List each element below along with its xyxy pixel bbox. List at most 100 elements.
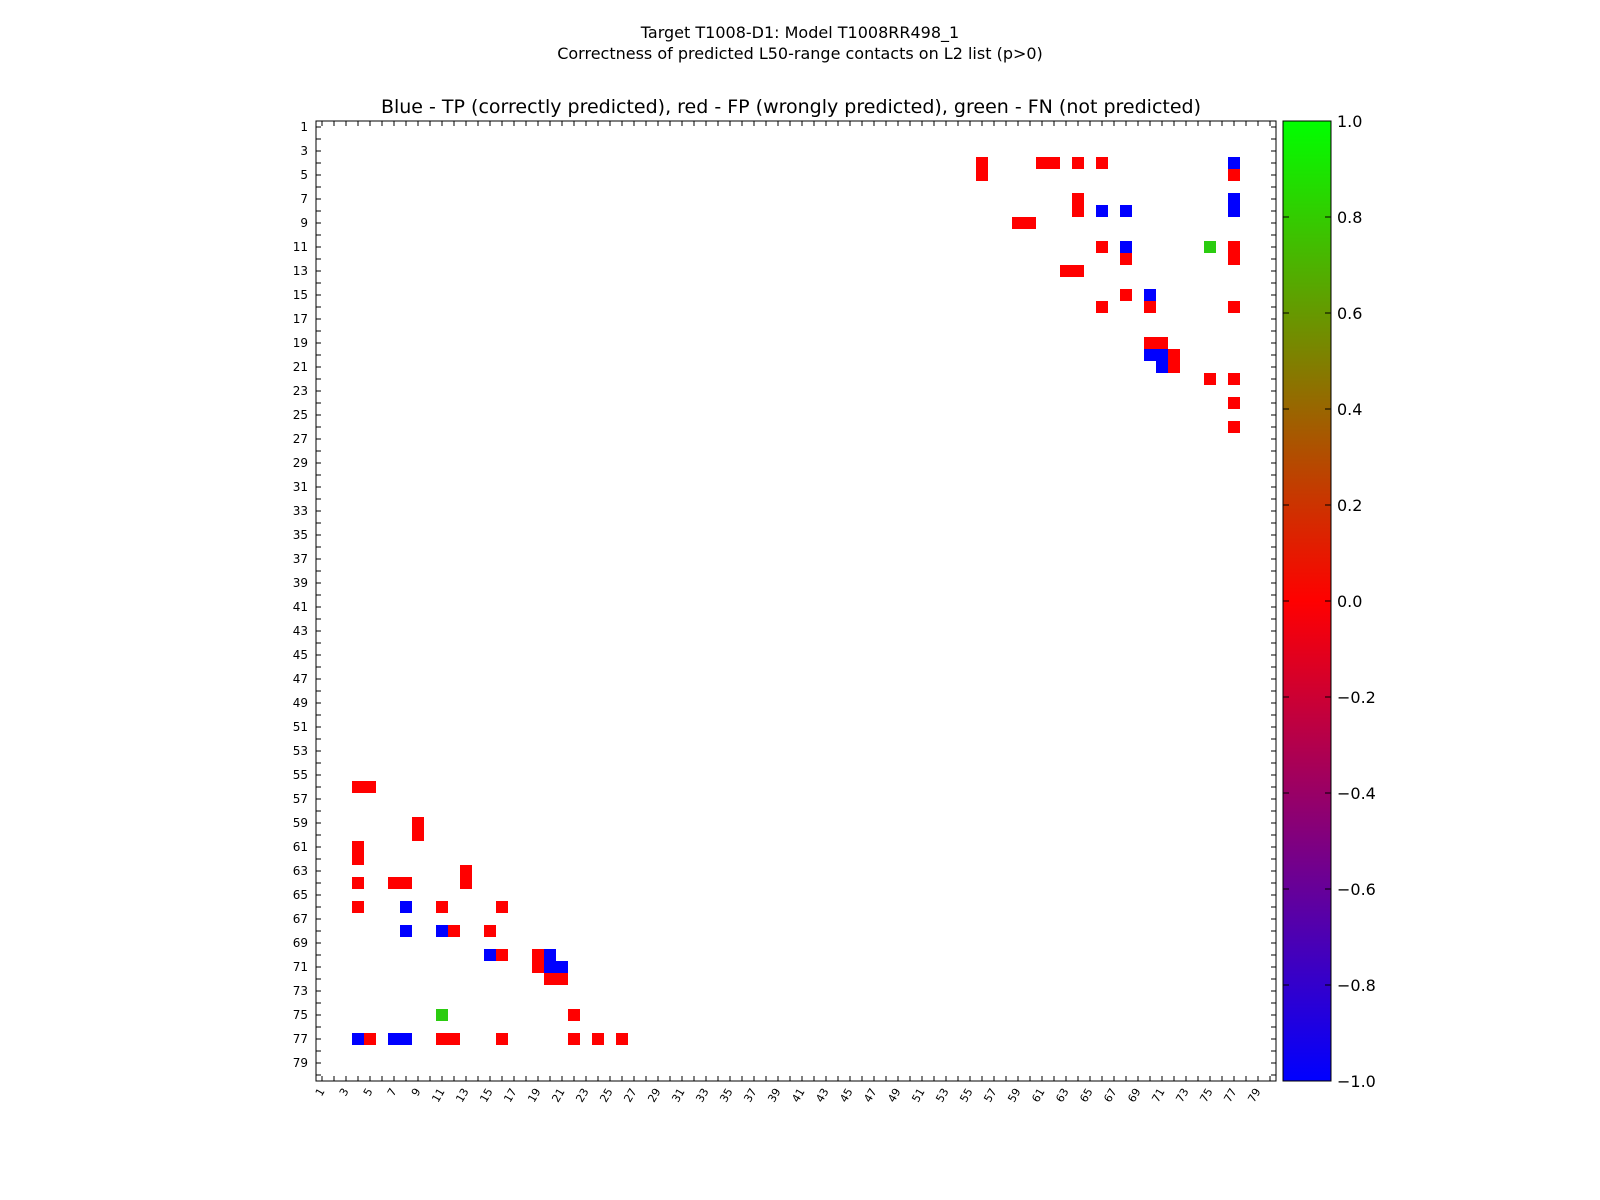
contact-cell-fp — [1168, 349, 1180, 361]
contact-cell-fp — [532, 961, 544, 973]
contact-cell-fp — [352, 877, 364, 889]
x-tick-label: 15 — [477, 1086, 495, 1105]
contact-cell-fp — [412, 829, 424, 841]
colorbar-tick-label: −1.0 — [1337, 1072, 1376, 1091]
contact-cell-fp — [1096, 241, 1108, 253]
y-tick-label: 41 — [293, 600, 308, 614]
x-tick-label: 53 — [933, 1086, 951, 1105]
contact-cell-fp — [400, 877, 412, 889]
x-tick-label: 1 — [313, 1086, 328, 1099]
x-tick-label: 69 — [1125, 1086, 1143, 1105]
contact-cell-fp — [1072, 265, 1084, 277]
y-tick-label: 79 — [293, 1056, 308, 1070]
contact-cell-fp — [460, 865, 472, 877]
contact-cell-tp — [1120, 205, 1132, 217]
contact-cell-fp — [1072, 193, 1084, 205]
contact-cell-fp — [556, 973, 568, 985]
x-tick-label: 39 — [765, 1086, 783, 1105]
contact-cell-fp — [568, 1033, 580, 1045]
contact-cell-fp — [1012, 217, 1024, 229]
contact-cell-fp — [1168, 361, 1180, 373]
contact-cell-fp — [1144, 301, 1156, 313]
x-tick-label: 61 — [1029, 1086, 1047, 1105]
y-tick-label: 33 — [293, 504, 308, 518]
y-tick-label: 17 — [293, 312, 308, 326]
x-ticks: 1 3 5 7 9 11 13 15 17 19 21 23 25 27 29 31 33 35 37 39 41 43 4… — [313, 121, 1271, 1105]
contact-cell-tp — [1228, 157, 1240, 169]
x-tick-label: 51 — [909, 1086, 927, 1105]
contact-cell-fp — [352, 781, 364, 793]
x-tick-label: 65 — [1077, 1086, 1095, 1105]
contact-cell-fp — [1120, 253, 1132, 265]
contact-cell-fp — [412, 817, 424, 829]
figure-title-line1: Target T1008-D1: Model T1008RR498_1 — [640, 23, 959, 43]
x-tick-label: 29 — [645, 1086, 663, 1105]
contact-cell-fp — [1228, 301, 1240, 313]
y-tick-label: 25 — [293, 408, 308, 422]
x-tick-label: 19 — [525, 1086, 543, 1105]
contact-cell-tp — [1156, 361, 1168, 373]
contact-cell-tp — [1144, 289, 1156, 301]
x-tick-label: 23 — [573, 1086, 591, 1105]
contact-cell-fp — [496, 1033, 508, 1045]
y-tick-label: 47 — [293, 672, 308, 686]
contact-cell-tp — [1156, 349, 1168, 361]
y-tick-label: 61 — [293, 840, 308, 854]
contact-cell-fp — [1036, 157, 1048, 169]
contact-cell-fn — [1204, 241, 1216, 253]
colorbar-tick-label: −0.4 — [1337, 784, 1376, 803]
contact-cell-tp — [400, 1033, 412, 1045]
y-tick-label: 51 — [293, 720, 308, 734]
y-tick-label: 59 — [293, 816, 308, 830]
x-tick-label: 27 — [621, 1086, 639, 1105]
y-tick-label: 45 — [293, 648, 308, 662]
y-tick-label: 57 — [293, 792, 308, 806]
x-tick-label: 33 — [693, 1086, 711, 1105]
contact-cell-fp — [1228, 421, 1240, 433]
contact-cell-fp — [616, 1033, 628, 1045]
contact-cell-fp — [1228, 241, 1240, 253]
y-tick-label: 15 — [293, 288, 308, 302]
colorbar-tick-label: 0.8 — [1337, 208, 1362, 227]
x-tick-label: 11 — [429, 1086, 447, 1105]
contact-cell-fp — [1228, 397, 1240, 409]
contact-cell-fp — [1156, 337, 1168, 349]
y-tick-label: 23 — [293, 384, 308, 398]
y-tick-label: 19 — [293, 336, 308, 350]
colorbar-tick-label: 0.4 — [1337, 400, 1362, 419]
y-tick-label: 69 — [293, 936, 308, 950]
x-tick-label: 9 — [409, 1086, 424, 1099]
colorbar-tick-label: 1.0 — [1337, 112, 1362, 131]
x-tick-label: 71 — [1149, 1086, 1167, 1105]
y-ticks: 1357911131517192123252729313335373941434… — [293, 120, 1276, 1076]
x-tick-label: 63 — [1053, 1086, 1071, 1105]
contact-cell-tp — [556, 961, 568, 973]
colorbar-tick-label: −0.6 — [1337, 880, 1376, 899]
x-tick-label: 3 — [337, 1086, 352, 1099]
y-tick-label: 1 — [300, 120, 308, 134]
contact-cell-fp — [460, 877, 472, 889]
contact-cell-tp — [388, 1033, 400, 1045]
contact-cell-fn — [436, 1009, 448, 1021]
contact-cell-fp — [1228, 253, 1240, 265]
contact-cell-tp — [436, 925, 448, 937]
y-tick-label: 65 — [293, 888, 308, 902]
contact-cell-fp — [436, 901, 448, 913]
contact-cell-fp — [1072, 205, 1084, 217]
contact-cell-tp — [544, 961, 556, 973]
contact-cell-fp — [1228, 373, 1240, 385]
x-tick-label: 21 — [549, 1086, 567, 1105]
x-tick-label: 31 — [669, 1086, 687, 1105]
y-tick-label: 75 — [293, 1008, 308, 1022]
contact-cell-fp — [352, 841, 364, 853]
contact-cell-fp — [448, 1033, 460, 1045]
contact-cell-fp — [1144, 337, 1156, 349]
y-tick-label: 67 — [293, 912, 308, 926]
contact-cell-fp — [364, 781, 376, 793]
y-tick-label: 63 — [293, 864, 308, 878]
contact-cell-fp — [352, 901, 364, 913]
x-tick-label: 37 — [741, 1086, 759, 1105]
contact-cell-tp — [1144, 349, 1156, 361]
x-tick-label: 43 — [813, 1086, 831, 1105]
